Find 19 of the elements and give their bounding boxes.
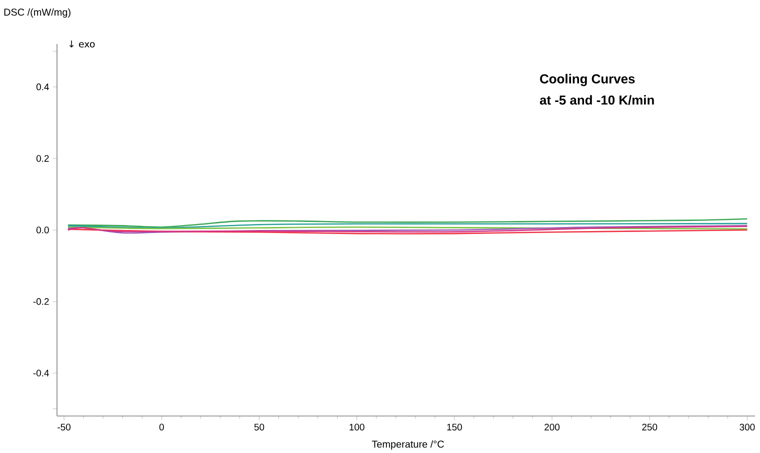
- y-tick-label: 0.4: [36, 84, 49, 90]
- x-tick-label: 250: [642, 424, 658, 430]
- x-tick-label: 50: [254, 424, 264, 430]
- y-tick-label: 0.0: [36, 226, 49, 234]
- x-tick-label: 200: [544, 424, 560, 430]
- y-axis-title: DSC /(mW/mg): [4, 8, 70, 18]
- annotation: Cooling Curves: [540, 74, 635, 86]
- line-series: [67, 218, 748, 228]
- x-tick-label: 0: [159, 424, 164, 430]
- y-tick-label: -0.2: [33, 298, 49, 305]
- annotation: ↓ exo: [69, 40, 95, 48]
- annotation: at -5 and -10 K/min: [540, 95, 654, 105]
- x-tick-label: 150: [447, 424, 462, 430]
- x-tick-label: -50: [58, 424, 70, 430]
- y-tick-label: -0.4: [33, 370, 49, 376]
- x-tick-label: 300: [740, 424, 755, 430]
- x-axis-title: Temperature /°C: [372, 440, 444, 450]
- x-tick-label: 100: [350, 424, 364, 430]
- y-tick-label: 0.2: [36, 155, 49, 162]
